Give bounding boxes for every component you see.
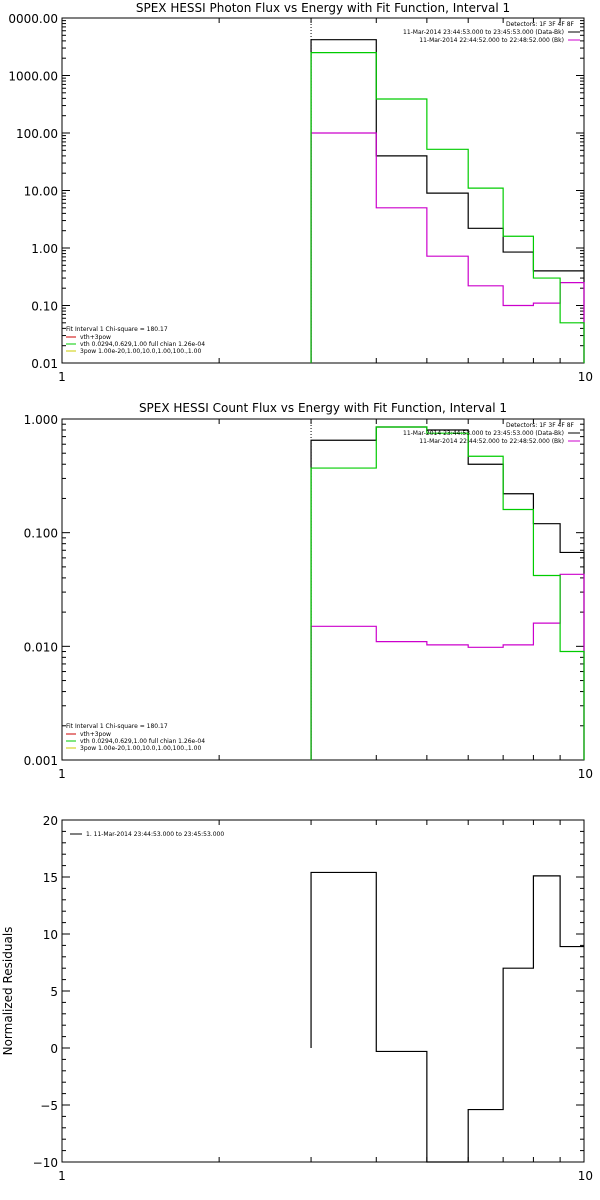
legend-fit-label: 3pow 1.00e-20,1.00,10.0,1.00,100.,1.00 [80, 348, 201, 355]
y-tick-label: 15 [43, 871, 58, 885]
legend-entry-label: 11-Mar-2014 23:44:53.000 to 23:45:53.000… [403, 430, 564, 437]
y-tick-label: −10 [33, 1156, 58, 1170]
y-tick-label: 0.001 [24, 754, 58, 768]
legend-fit-label: vth+3pow [80, 334, 111, 341]
y-tick-label: −5 [40, 1099, 58, 1113]
series-line-2 [311, 574, 584, 760]
legend-fit-header: Fit Interval 1 Chi-square = 180.17 [66, 723, 168, 730]
y-axis-label: Normalized Residuals [1, 927, 15, 1056]
series-line-1 [311, 40, 584, 363]
y-tick-label: 100.00 [16, 127, 58, 141]
y-tick-label: 0 [50, 1042, 58, 1056]
y-tick-label: 1.00 [31, 242, 58, 256]
legend-fit-label: vth 0.0294,0.629,1.00 full chian 1.26e-0… [80, 738, 205, 745]
y-tick-label: 0.100 [24, 527, 58, 541]
y-tick-label: 0000.00 [8, 12, 58, 26]
x-tick-label: 1 [58, 370, 66, 384]
legend-detectors: Detectors: 1F 3F 4F 8F [506, 21, 575, 28]
x-tick-label: 1 [58, 1169, 66, 1183]
legend-entry-label: 11-Mar-2014 22:44:52.000 to 22:48:52.000… [419, 37, 564, 44]
y-tick-label: 1.000 [24, 413, 58, 427]
y-tick-label: 0.010 [24, 640, 58, 654]
series-line-1 [311, 872, 584, 1162]
x-tick-label: 10 [578, 767, 593, 781]
x-tick-label: 1 [58, 767, 66, 781]
chart-title: SPEX HESSI Photon Flux vs Energy with Fi… [136, 1, 510, 15]
y-tick-label: 0.10 [31, 300, 58, 314]
y-tick-label: 0.01 [31, 357, 58, 371]
legend-entry-label: 11-Mar-2014 22:44:52.000 to 22:48:52.000… [419, 438, 564, 445]
chart-panel-2: SPEX HESSI Count Flux vs Energy with Fit… [24, 401, 593, 781]
plot-frame [62, 419, 584, 760]
plot-frame [62, 820, 584, 1162]
series-line-3 [311, 53, 584, 363]
legend-fit-label: 3pow 1.00e-20,1.00,10.0,1.00,100.,1.00 [80, 745, 201, 752]
y-tick-label: 20 [43, 814, 58, 828]
series-line-3 [311, 427, 584, 760]
y-tick-label: 5 [50, 985, 58, 999]
y-tick-label: 10 [43, 928, 58, 942]
series-line-1 [311, 427, 584, 760]
legend-fit-label: vth+3pow [80, 731, 111, 738]
x-tick-label: 10 [578, 1169, 593, 1183]
plot-frame [62, 18, 584, 363]
legend-fit-header: Fit Interval 1 Chi-square = 180.17 [66, 326, 168, 333]
x-tick-label: 10 [578, 370, 593, 384]
legend-entry-label: 1. 11-Mar-2014 23:44:53.000 to 23:45:53.… [86, 831, 224, 838]
legend-fit-label: vth 0.0294,0.629,1.00 full chian 1.26e-0… [80, 341, 205, 348]
legend-detectors: Detectors: 1F 3F 4F 8F [506, 422, 575, 429]
y-tick-label: 10.00 [24, 185, 58, 199]
chart-title: SPEX HESSI Count Flux vs Energy with Fit… [139, 401, 507, 415]
legend-entry-label: 11-Mar-2014 23:44:53.000 to 23:45:53.000… [403, 29, 564, 36]
chart-panel-3: 1 10 20 15 10 5 0 −5 −10 Normalized Residuals 1. 1… [1, 814, 593, 1183]
series-line-2 [311, 133, 584, 363]
y-tick-label: 1000.00 [8, 70, 58, 84]
chart-panel-1: SPEX HESSI Photon Flux vs Energy with Fi… [8, 1, 593, 384]
